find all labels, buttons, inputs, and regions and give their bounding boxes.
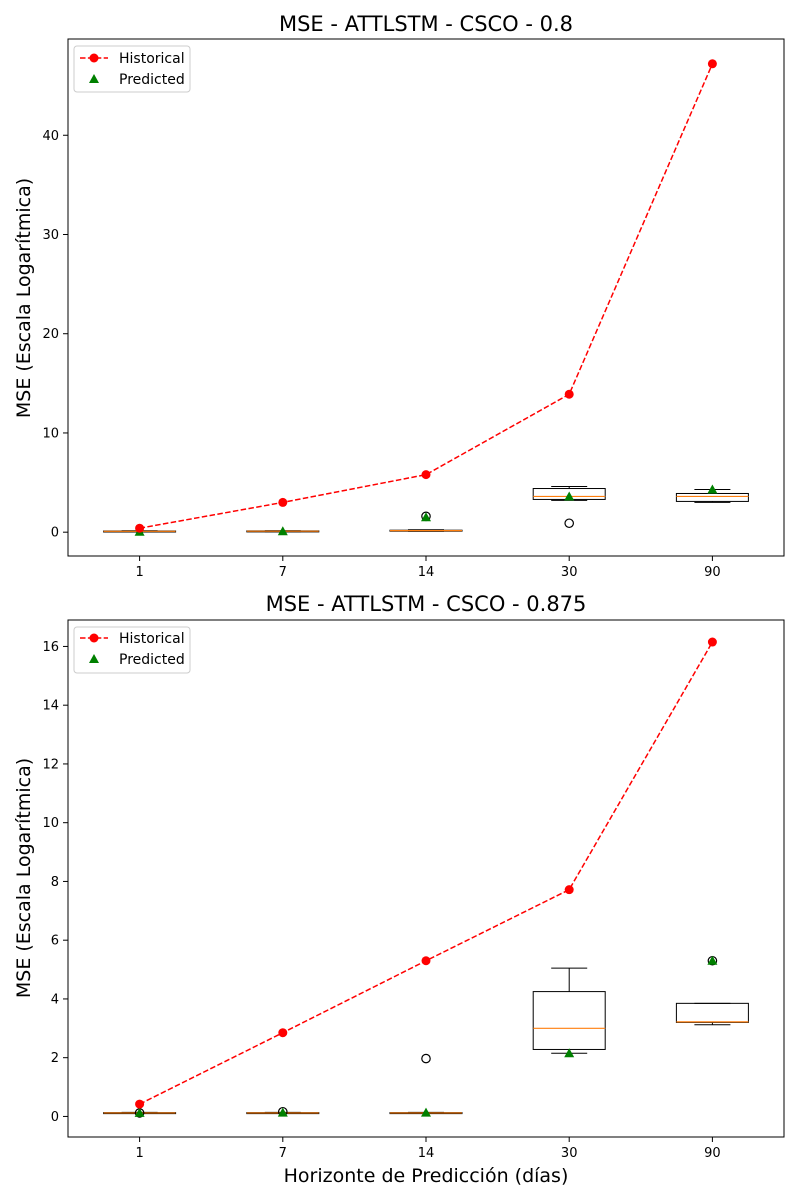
chart-panel-1: MSE - ATTLSTM - CSCO - 0.8 MSE (Escala L… — [13, 12, 785, 580]
y-tick-label: 0 — [51, 1110, 59, 1125]
legend: Historical Predicted — [73, 45, 191, 93]
x-tick-label: 90 — [704, 1146, 721, 1161]
predicted-marker — [707, 955, 718, 965]
x-tick-label: 14 — [418, 565, 435, 580]
historical-point — [707, 59, 717, 69]
legend-predicted-label: Predicted — [119, 72, 185, 88]
box-body — [675, 1002, 749, 1023]
chart-title: MSE - ATTLSTM - CSCO - 0.8 — [279, 12, 573, 36]
historical-point — [135, 523, 145, 533]
y-tick-label: 2 — [51, 1051, 59, 1066]
plot-area: 0 2 4 6 8 10 12 14 16 1 7 14 30 90 — [42, 637, 749, 1161]
y-tick-label: 6 — [51, 934, 59, 949]
chart-title: MSE - ATTLSTM - CSCO - 0.875 — [266, 592, 587, 616]
box-body — [532, 991, 606, 1050]
y-tick-label: 20 — [42, 327, 59, 342]
legend-predicted-marker — [89, 74, 99, 83]
y-tick-label: 16 — [42, 640, 59, 655]
historical-point — [564, 885, 574, 895]
historical-point — [421, 956, 431, 966]
y-tick-label: 4 — [51, 992, 59, 1007]
y-tick-label: 8 — [51, 875, 59, 890]
legend: Historical Predicted — [73, 626, 191, 674]
predicted-marker — [564, 491, 575, 501]
predicted-marker — [134, 1107, 145, 1117]
x-tick-label: 30 — [561, 565, 578, 580]
historical-point — [421, 470, 431, 480]
legend-box — [73, 626, 191, 674]
historical-point — [707, 637, 717, 647]
box-outlier — [564, 518, 574, 529]
y-tick-label: 0 — [51, 526, 59, 541]
y-tick-label: 10 — [42, 816, 59, 831]
x-tick-label: 7 — [279, 565, 287, 580]
y-tick-label: 40 — [42, 129, 59, 144]
legend-predicted-label: Predicted — [119, 652, 185, 668]
predicted-marker — [277, 526, 288, 536]
box-outlier — [421, 1053, 431, 1064]
x-tick-label: 30 — [561, 1146, 578, 1161]
x-axis-label: Horizonte de Predicción (días) — [284, 1165, 569, 1187]
legend-historical-marker — [89, 53, 99, 63]
boxplot-30 — [532, 967, 606, 1054]
predicted-marker — [707, 484, 718, 494]
boxplot-90 — [675, 955, 749, 1026]
x-tick-label: 7 — [279, 1146, 287, 1161]
x-tick-label: 1 — [135, 565, 143, 580]
x-tick-label: 90 — [704, 565, 721, 580]
historical-point — [278, 497, 288, 507]
historical-point — [564, 389, 574, 399]
boxplot-14 — [389, 1053, 463, 1115]
plot-frame — [67, 38, 785, 557]
predicted-marker — [421, 512, 431, 522]
legend-historical-label: Historical — [119, 51, 185, 67]
predicted-marker — [277, 1107, 288, 1117]
chart-panel-2: MSE - ATTLSTM - CSCO - 0.875 MSE (Escala… — [13, 592, 785, 1187]
y-axis-label: MSE (Escala Logarítmica) — [13, 178, 35, 418]
historical-line — [139, 641, 714, 1105]
legend-historical-marker — [89, 633, 99, 643]
x-tick-label: 14 — [418, 1146, 435, 1161]
historical-point — [278, 1028, 288, 1038]
predicted-marker — [421, 1107, 431, 1117]
plot-frame — [67, 619, 785, 1138]
historical-point — [135, 1099, 145, 1109]
y-tick-label: 12 — [42, 757, 59, 772]
box-body — [675, 492, 749, 502]
predicted-marker — [564, 1048, 575, 1058]
legend-historical-label: Historical — [119, 631, 185, 647]
y-tick-label: 30 — [42, 228, 59, 243]
legend-box — [73, 45, 191, 93]
x-tick-label: 1 — [135, 1146, 143, 1161]
plot-area: 0 10 20 30 40 1 7 14 30 90 — [42, 59, 749, 580]
y-axis-label: MSE (Escala Logarítmica) — [13, 758, 35, 998]
legend-predicted-marker — [89, 654, 99, 663]
y-tick-label: 10 — [42, 426, 59, 441]
historical-line — [139, 63, 714, 529]
y-tick-label: 14 — [42, 699, 59, 714]
